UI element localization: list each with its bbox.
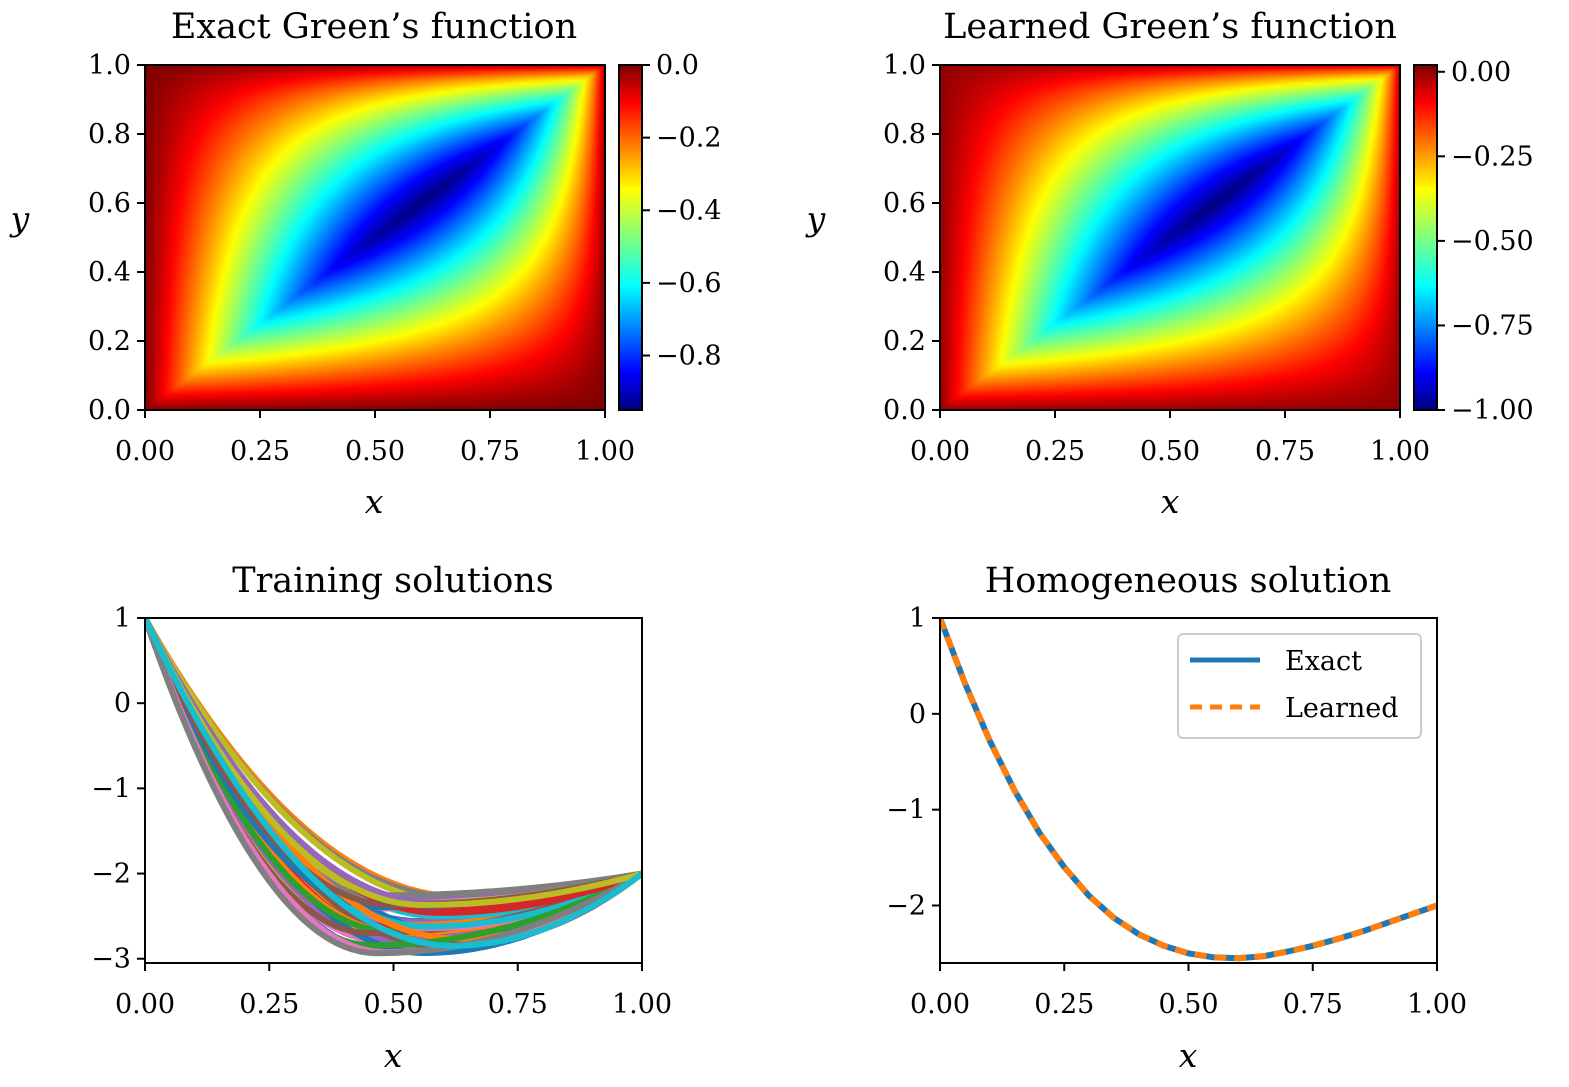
x-tick-label: 0.50 — [345, 436, 405, 467]
y-tick-label: 1.0 — [883, 50, 926, 81]
axis-ticks: 0.00 0.25 0.50 0.75 1.00 1 0 −1 −2 — [886, 603, 1467, 1020]
y-tick-label: 0 — [114, 688, 131, 719]
colorbar — [618, 64, 643, 411]
x-tick-label: 0.25 — [230, 436, 290, 467]
panel-training-solutions: Training solutions 0.00 0.25 0.50 0.75 1.00 1… — [91, 561, 672, 1075]
y-tick-label: 0.0 — [88, 395, 131, 426]
colorbar-tick-label: 0.0 — [656, 50, 699, 81]
x-tick-label: 1.00 — [1370, 436, 1430, 467]
x-tick-label: 0.00 — [115, 436, 175, 467]
y-tick-label: 1 — [114, 603, 131, 634]
y-axis-label: y — [9, 199, 30, 238]
y-tick-label: 0.8 — [883, 119, 926, 150]
x-tick-label: 0.00 — [115, 989, 175, 1020]
x-tick-label: 0.25 — [239, 989, 299, 1020]
colorbar-tick-label: −0.6 — [656, 268, 722, 299]
x-axis-label: x — [1161, 482, 1180, 521]
training-curve — [145, 618, 642, 957]
colorbar-tick-label: −0.2 — [656, 123, 722, 154]
y-tick-label: −3 — [91, 944, 131, 975]
y-tick-label: 0.4 — [88, 257, 131, 288]
colorbar-ticks: 0.00 −0.25 −0.50 −0.75 −1.00 — [1437, 57, 1534, 426]
training-curve — [145, 618, 642, 908]
y-tick-label: 0.8 — [88, 119, 131, 150]
colorbar — [1413, 64, 1438, 411]
x-tick-label: 1.00 — [612, 989, 672, 1020]
colorbar-tick-label: −0.8 — [656, 341, 722, 372]
series-line-learned — [940, 618, 1437, 962]
x-tick-label: 0.25 — [1025, 436, 1085, 467]
axis-ticks: 0.00 0.25 0.50 0.75 1.00 0.0 0.2 0.4 0.6 0.8 1.0 — [883, 50, 1430, 467]
panel-homogeneous-solution: Homogeneous solution 0.00 0.25 0.50 0.75 1.0… — [886, 561, 1467, 1075]
heatmap-image — [940, 65, 1400, 410]
x-tick-label: 0.75 — [1255, 436, 1315, 467]
axis-ticks: 0.00 0.25 0.50 0.75 1.00 0.0 0.2 0.4 0.6 0.8 1.0 — [88, 50, 635, 467]
x-tick-label: 0.75 — [1283, 989, 1343, 1020]
y-tick-label: 0.0 — [883, 395, 926, 426]
y-tick-label: 0.4 — [883, 257, 926, 288]
chart-title: Exact Green’s function — [171, 7, 577, 47]
training-curves — [145, 618, 642, 957]
legend-label-exact: Exact — [1285, 646, 1362, 677]
y-tick-label: −2 — [886, 891, 926, 922]
x-axis-label: x — [384, 1036, 403, 1075]
x-axis-label: x — [365, 482, 384, 521]
y-tick-label: 0 — [909, 699, 926, 730]
legend: Exact Learned — [1177, 633, 1422, 739]
x-tick-label: 1.00 — [575, 436, 635, 467]
x-axis-label: x — [1179, 1036, 1198, 1075]
y-tick-label: 1 — [909, 603, 926, 634]
y-tick-label: −2 — [91, 859, 131, 890]
y-axis-label: y — [805, 199, 826, 238]
panel-exact-greens-function: Exact Green’s function 0.00 0.25 0.50 0.75 1… — [9, 7, 722, 521]
training-curve — [145, 618, 642, 949]
x-tick-label: 0.50 — [1140, 436, 1200, 467]
chart-title: Training solutions — [232, 561, 554, 601]
colorbar-tick-label: −0.4 — [656, 195, 722, 226]
y-tick-label: 0.6 — [883, 188, 926, 219]
x-tick-label: 0.75 — [460, 436, 520, 467]
chart-title: Homogeneous solution — [985, 561, 1392, 601]
x-tick-label: 0.25 — [1034, 989, 1094, 1020]
axis-ticks: 0.00 0.25 0.50 0.75 1.00 1 0 −1 −2 −3 — [91, 603, 672, 1020]
colorbar-tick-label: 0.00 — [1451, 57, 1511, 88]
y-tick-label: −1 — [91, 773, 131, 804]
y-tick-label: −1 — [886, 795, 926, 826]
x-tick-label: 0.00 — [910, 989, 970, 1020]
x-tick-label: 0.50 — [1158, 989, 1218, 1020]
colorbar-tick-label: −0.75 — [1451, 310, 1534, 341]
heatmap-image — [145, 65, 605, 410]
y-tick-label: 0.6 — [88, 188, 131, 219]
x-tick-label: 0.00 — [910, 436, 970, 467]
y-tick-label: 0.2 — [88, 326, 131, 357]
x-tick-label: 0.75 — [488, 989, 548, 1020]
panel-learned-greens-function: Learned Green’s function 0.00 0.25 0.50 0.7… — [805, 7, 1534, 521]
colorbar-tick-label: −0.50 — [1451, 226, 1534, 257]
chart-title: Learned Green’s function — [943, 7, 1397, 47]
x-tick-label: 1.00 — [1407, 989, 1467, 1020]
legend-label-learned: Learned — [1285, 693, 1399, 724]
x-tick-label: 0.50 — [363, 989, 423, 1020]
colorbar-tick-label: −0.25 — [1451, 141, 1534, 172]
y-tick-label: 1.0 — [88, 50, 131, 81]
colorbar-tick-label: −1.00 — [1451, 395, 1534, 426]
homogeneous-curves — [940, 618, 1437, 962]
y-tick-label: 0.2 — [883, 326, 926, 357]
colorbar-ticks: 0.0 −0.2 −0.4 −0.6 −0.8 — [642, 50, 722, 372]
